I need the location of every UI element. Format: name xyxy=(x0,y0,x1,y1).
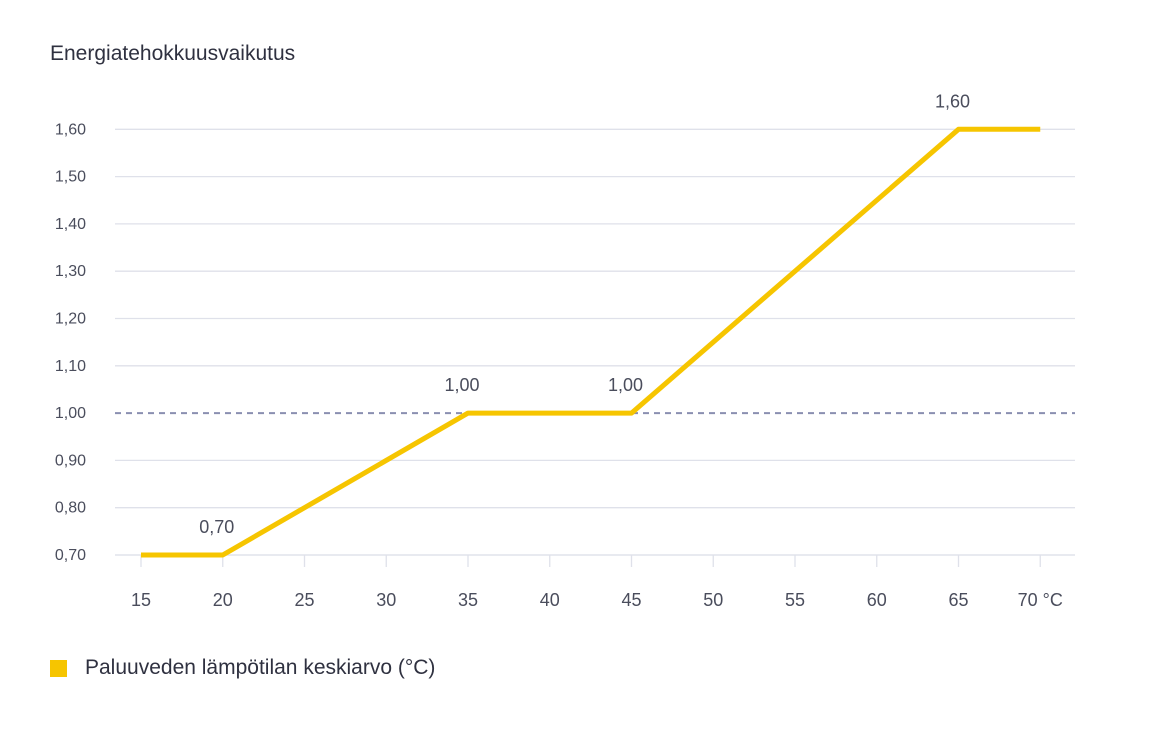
data-labels: 0,70 1,00 1,00 1,60 xyxy=(199,91,970,537)
x-tick-label: 50 xyxy=(703,590,723,610)
data-label: 1,60 xyxy=(935,91,970,111)
legend: Paluuveden lämpötilan keskiarvo (°C) xyxy=(50,656,435,680)
x-tick-label: 55 xyxy=(785,590,805,610)
legend-label: Paluuveden lämpötilan keskiarvo (°C) xyxy=(85,656,436,679)
y-tick-label: 1,30 xyxy=(55,263,86,280)
y-tick-label: 1,10 xyxy=(55,358,86,375)
gridlines xyxy=(115,128,1075,556)
x-tick-label: 70 °C xyxy=(1018,590,1063,610)
x-tick-label: 25 xyxy=(294,590,314,610)
y-tick-label: 0,70 xyxy=(55,547,86,564)
x-axis: 15 20 25 30 35 40 45 50 55 60 65 70 °C xyxy=(115,554,1075,610)
x-tick-label: 65 xyxy=(948,590,968,610)
y-axis-ticks: 0,70 0,80 0,90 1,00 1,10 1,20 1,30 1,40 1,50 1,60 xyxy=(55,121,86,564)
y-tick-label: 1,20 xyxy=(55,311,86,328)
x-tick-label: 30 xyxy=(376,590,396,610)
x-tick-label: 15 xyxy=(131,590,151,610)
y-tick-label: 1,00 xyxy=(55,405,86,422)
y-tick-label: 0,90 xyxy=(55,452,86,469)
x-tick-label: 40 xyxy=(540,590,560,610)
legend-swatch xyxy=(50,659,67,677)
data-label: 0,70 xyxy=(199,517,234,537)
line-chart: 0,70 0,80 0,90 1,00 1,10 1,20 1,30 1,40 1,50 1,60… xyxy=(55,91,1075,610)
series-line xyxy=(141,126,1041,558)
x-tick-label: 60 xyxy=(867,590,887,610)
data-label: 1,00 xyxy=(608,375,643,395)
chart-title: Energiatehokkuusvaikutus xyxy=(50,42,296,65)
data-label: 1,00 xyxy=(444,375,479,395)
y-tick-label: 1,40 xyxy=(55,216,86,233)
x-tick-label: 35 xyxy=(458,590,478,610)
x-tick-label: 45 xyxy=(621,590,641,610)
y-tick-label: 1,50 xyxy=(55,169,86,186)
y-tick-label: 1,60 xyxy=(55,121,86,138)
x-tick-label: 20 xyxy=(213,590,233,610)
y-tick-label: 0,80 xyxy=(55,500,86,517)
series-lines xyxy=(141,126,1041,558)
